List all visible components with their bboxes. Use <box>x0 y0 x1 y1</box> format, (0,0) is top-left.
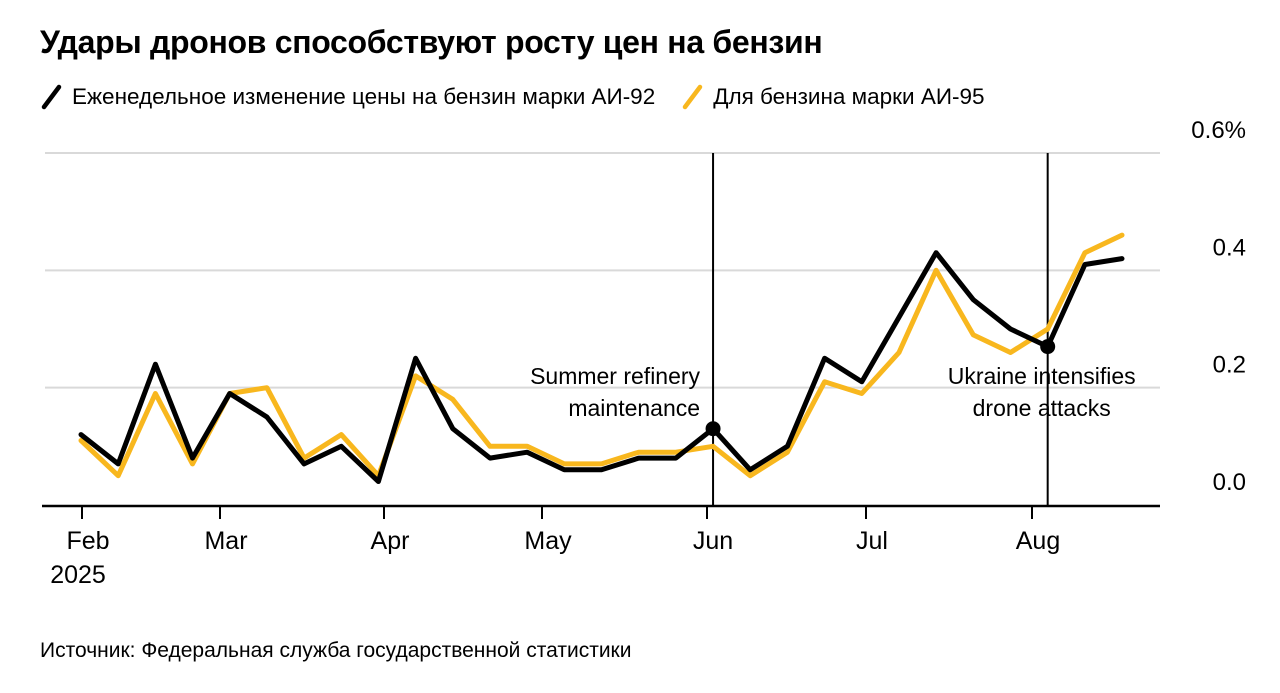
x-tick-label-Jun: Jun <box>693 527 733 555</box>
annotation-text-1-line-2: maintenance <box>568 395 700 421</box>
y-tick-label-0.2: 0.2 <box>1213 352 1246 379</box>
annotation-dot-1 <box>705 421 721 437</box>
series-line-АИ-95 <box>78 232 1125 479</box>
x-tick-label-Apr: Apr <box>371 527 410 555</box>
x-tick-label-Aug: Aug <box>1016 527 1060 555</box>
annotation-text-2-line-1: Ukraine intensifies <box>948 363 1136 389</box>
x-tick-label-Mar: Mar <box>204 527 247 555</box>
annotation-dot-2 <box>1040 339 1056 355</box>
annotation-text-2-line-2: drone attacks <box>973 395 1111 421</box>
x-tick-label-May: May <box>524 527 572 555</box>
x-tick-label-Feb: Feb <box>66 527 109 555</box>
line-swatch-ai95-icon <box>682 84 703 110</box>
x-axis-year-label: 2025 <box>50 561 106 589</box>
series-line-АИ-92 <box>78 250 1125 484</box>
legend-item-ai95: Для бензина марки АИ-95 <box>681 83 985 111</box>
x-tick-label-Jul: Jul <box>856 527 888 555</box>
legend-item-ai92: Еженедельное изменение цены на бензин ма… <box>40 83 655 111</box>
legend-label-ai95: Для бензина марки АИ-95 <box>713 84 985 109</box>
line-swatch-ai92-icon <box>41 84 62 110</box>
y-tick-label-0.4: 0.4 <box>1213 234 1246 261</box>
y-tick-label-0.0: 0.0 <box>1213 469 1246 496</box>
chart-title: Удары дронов способствуют росту цен на б… <box>40 24 823 60</box>
source-note: Источник: Федеральная служба государстве… <box>40 639 632 662</box>
y-tick-label-0.6%: 0.6% <box>1191 117 1246 144</box>
annotation-text-1-line-1: Summer refinery <box>530 363 700 389</box>
legend: Еженедельное изменение цены на бензин ма… <box>40 83 985 111</box>
legend-label-ai92: Еженедельное изменение цены на бензин ма… <box>72 84 656 109</box>
